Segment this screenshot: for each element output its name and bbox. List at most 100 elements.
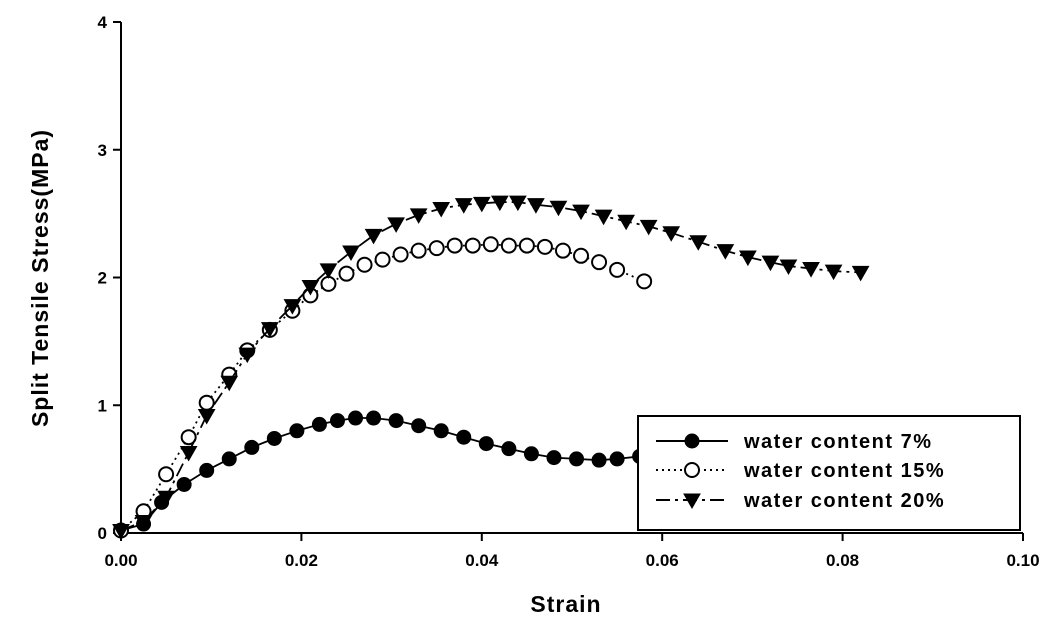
series-3-point	[197, 408, 216, 425]
series-2-point	[392, 246, 409, 263]
series-2-point	[518, 237, 535, 254]
series-2-point	[158, 466, 175, 483]
series-3	[112, 195, 870, 540]
series-3-point	[617, 214, 635, 231]
series-3-point	[851, 265, 870, 282]
series-3-point	[490, 195, 509, 212]
series-3-point	[509, 195, 527, 212]
y-tick-label: 3	[98, 141, 107, 160]
series-1-point	[501, 441, 517, 457]
series-2-line	[120, 243, 645, 532]
series-3-point	[238, 347, 257, 364]
series-1-point	[266, 430, 282, 446]
series-2-point	[636, 273, 653, 290]
series-2-point	[374, 251, 391, 268]
series-3-point	[802, 262, 820, 278]
series-1-point	[388, 413, 404, 429]
x-tick-label: 0.08	[826, 551, 859, 570]
legend-marker-2	[684, 462, 700, 478]
series-1-point	[433, 423, 449, 439]
series-3-point	[134, 515, 153, 531]
series-2-point	[446, 237, 463, 254]
series-2-point	[410, 242, 427, 259]
series-2-point	[500, 237, 517, 254]
x-tick-label: 0.06	[646, 551, 679, 570]
x-tick-label: 0.10	[1006, 551, 1039, 570]
legend-label-3: water content 20%	[743, 490, 945, 512]
series-3-point	[527, 198, 545, 214]
legend-samples	[656, 433, 728, 510]
y-tick-label: 2	[98, 269, 107, 288]
series-2-point	[536, 238, 553, 255]
series-3-point	[761, 255, 780, 272]
series-1-point	[199, 462, 215, 478]
series-1-point	[221, 451, 237, 467]
series-2-point	[482, 236, 499, 253]
series-3-point	[319, 263, 338, 279]
series-3-point	[572, 204, 590, 221]
series-3-point	[283, 299, 302, 315]
series-2-point	[198, 394, 215, 411]
y-tick-label: 1	[98, 396, 107, 415]
series-3-point	[472, 196, 491, 213]
series-3-point	[432, 202, 451, 218]
series-2-point	[356, 256, 373, 273]
y-tick-label: 4	[98, 13, 108, 32]
series-3-point	[342, 245, 360, 261]
legend-box	[637, 415, 1021, 531]
series-2-point	[428, 240, 445, 257]
series-3-line	[120, 201, 861, 532]
legend-label-2: water content 15%	[743, 460, 945, 482]
series-1-point	[591, 452, 607, 468]
series-1-point	[176, 476, 192, 492]
y-axis-title: Split Tensile Stress(MPa)	[27, 129, 53, 427]
series-3-point	[301, 279, 320, 296]
series-3-point	[824, 264, 843, 281]
series-2-point	[180, 429, 197, 446]
series-1-point	[456, 429, 472, 445]
series-3-point	[779, 259, 798, 276]
series-1-point	[366, 410, 382, 426]
x-axis-title: Strain	[530, 591, 601, 617]
series-2-point	[338, 265, 355, 282]
series-3-point	[409, 208, 428, 224]
series-3-point	[112, 523, 130, 540]
series-3-point	[549, 200, 568, 217]
series-1-point	[348, 410, 364, 426]
series-3-point	[364, 228, 383, 245]
series-2	[113, 236, 653, 539]
series-1-point	[411, 418, 427, 434]
series-layer	[112, 195, 870, 540]
series-1	[113, 410, 648, 538]
series-2-point	[573, 247, 590, 264]
x-tick-label: 0.04	[465, 551, 499, 570]
series-1-point	[546, 450, 562, 466]
series-3-point	[220, 375, 239, 392]
series-3-point	[454, 198, 473, 214]
legend-label-1: water content 7%	[743, 431, 932, 453]
series-3-point	[260, 322, 279, 338]
series-3-point	[716, 244, 735, 260]
series-1-line	[120, 417, 640, 532]
series-3-point	[662, 226, 681, 242]
series-2-point	[554, 242, 571, 259]
series-1-point	[311, 416, 327, 432]
series-2-point	[320, 275, 337, 292]
series-1-point	[569, 451, 585, 467]
series-3-point	[689, 235, 708, 251]
series-2-point	[609, 261, 626, 278]
series-1-point	[523, 446, 539, 462]
legend: water content 7% water content 15% water…	[637, 415, 1021, 531]
legend-marker-1	[684, 433, 700, 449]
series-2-point	[464, 237, 481, 254]
series-3-point	[157, 490, 175, 507]
legend-marker-3	[683, 493, 701, 510]
x-ticks: 0.00 0.02 0.04 0.06 0.08 0.10	[104, 533, 1040, 570]
series-3-point	[739, 250, 757, 267]
series-3-point	[639, 219, 658, 236]
series-3-point	[594, 209, 613, 226]
series-1-point	[329, 413, 345, 429]
x-tick-label: 0.00	[104, 551, 137, 570]
series-3-point	[179, 446, 198, 462]
